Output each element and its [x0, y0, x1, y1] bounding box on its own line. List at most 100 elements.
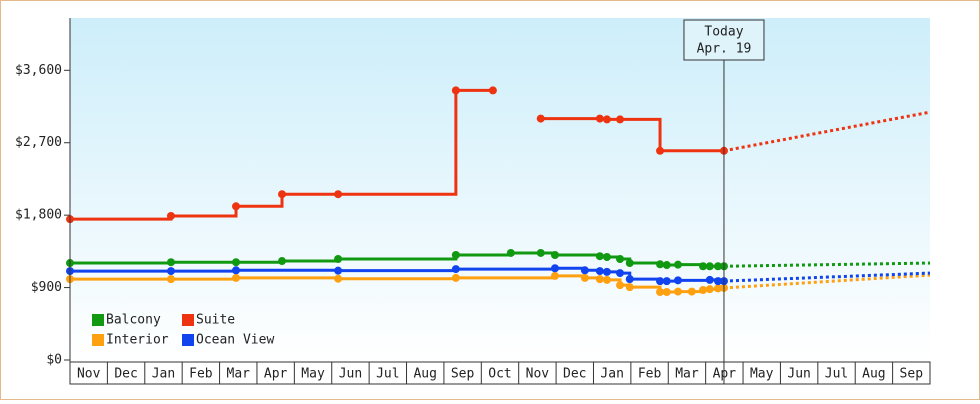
price-point — [595, 252, 604, 261]
x-tick-label: Feb — [189, 367, 213, 382]
price-point — [451, 265, 460, 274]
price-point — [625, 275, 634, 284]
today-box — [683, 19, 765, 61]
forecast-line — [723, 271, 931, 283]
price-point — [673, 287, 682, 296]
price-point — [278, 257, 287, 266]
price-point — [625, 283, 634, 292]
price-point — [602, 252, 611, 261]
x-tick-label: Jun — [787, 367, 810, 382]
price-point — [687, 287, 696, 296]
forecast-line — [723, 261, 931, 268]
x-tick-label: Mar — [227, 367, 251, 382]
price-point — [656, 288, 665, 297]
price-point — [334, 274, 343, 283]
price-point — [451, 250, 460, 259]
price-point — [656, 277, 665, 286]
legend-swatch — [92, 334, 104, 346]
price-point — [616, 115, 625, 124]
y-tick-label: $2,700 — [15, 135, 62, 150]
price-point — [166, 275, 175, 284]
price-point — [550, 264, 559, 273]
price-point — [616, 281, 625, 290]
price-point — [595, 275, 604, 284]
price-point — [602, 115, 611, 124]
price-point — [232, 202, 241, 211]
x-tick-label: May — [750, 367, 774, 382]
price-point — [334, 190, 343, 199]
x-tick-label: Aug — [862, 367, 885, 382]
price-point — [232, 266, 241, 275]
price-point — [705, 275, 714, 284]
plot-area — [70, 18, 930, 360]
legend-swatch — [92, 314, 104, 326]
price-point — [232, 273, 241, 282]
price-point — [662, 277, 671, 286]
legend-label: Ocean View — [196, 333, 274, 348]
price-point — [595, 267, 604, 276]
x-tick-label: Dec — [563, 367, 586, 382]
price-point — [334, 266, 343, 275]
price-point — [166, 267, 175, 276]
x-tick-label: Sep — [451, 367, 475, 382]
price-point — [166, 258, 175, 267]
x-tick-label: May — [301, 367, 325, 382]
y-tick-label: $900 — [31, 280, 62, 295]
price-point — [713, 277, 722, 286]
legend-swatch — [182, 314, 194, 326]
price-point — [662, 261, 671, 270]
price-point — [616, 255, 625, 264]
price-point — [602, 275, 611, 284]
x-tick-label: Feb — [638, 367, 662, 382]
price-point — [616, 269, 625, 278]
x-tick-label: Jan — [152, 367, 175, 382]
x-tick-label: Jun — [339, 367, 362, 382]
legend-label: Balcony — [106, 313, 161, 328]
price-point — [550, 250, 559, 259]
legend-label: Suite — [196, 313, 235, 328]
price-point — [334, 255, 343, 264]
price-point — [580, 273, 589, 282]
price-point — [536, 114, 545, 123]
x-tick-label: Jul — [825, 367, 848, 382]
price-point — [705, 262, 714, 271]
price-point — [278, 190, 287, 199]
y-tick-label: $3,600 — [15, 63, 62, 78]
price-point — [713, 262, 722, 271]
price-point — [602, 267, 611, 276]
price-point — [699, 285, 708, 294]
price-point — [580, 266, 589, 275]
price-point — [656, 146, 665, 155]
price-point — [699, 262, 708, 271]
x-tick-label: Nov — [77, 367, 101, 382]
x-tick-label: Sep — [900, 367, 924, 382]
x-tick-label: Jan — [600, 367, 623, 382]
x-tick-label: Jul — [376, 367, 399, 382]
price-point — [536, 248, 545, 257]
price-point — [625, 259, 634, 268]
y-tick-label: $0 — [46, 353, 62, 368]
x-tick-label: Nov — [526, 367, 550, 382]
price-point — [451, 86, 460, 95]
x-tick-label: Apr — [264, 367, 288, 382]
today-label: Today — [704, 25, 743, 40]
price-point — [488, 86, 497, 95]
legend-label: Interior — [106, 333, 169, 348]
price-point — [550, 271, 559, 280]
x-tick-label: Oct — [488, 367, 511, 382]
price-point — [656, 260, 665, 269]
x-tick-label: Aug — [413, 367, 436, 382]
price-point — [673, 276, 682, 285]
price-point — [166, 211, 175, 220]
price-point — [506, 248, 515, 257]
today-date: Apr. 19 — [697, 42, 752, 57]
x-tick-label: Mar — [675, 367, 699, 382]
forecast-line — [723, 110, 931, 153]
price-point — [662, 288, 671, 297]
forecast-line — [723, 273, 931, 290]
price-point — [232, 258, 241, 267]
price-point — [673, 260, 682, 269]
y-tick-label: $1,800 — [15, 208, 62, 223]
price-point — [705, 285, 714, 294]
